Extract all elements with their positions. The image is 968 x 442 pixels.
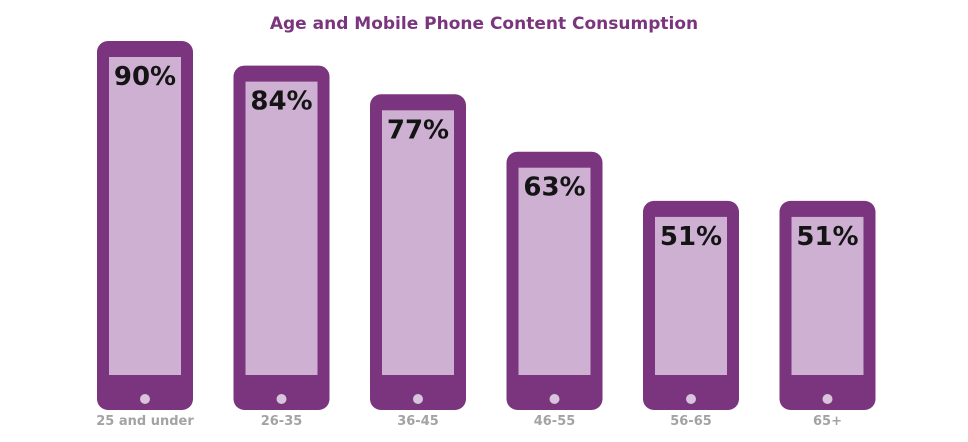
value-label: 51%: [660, 222, 722, 252]
phone-screen: [518, 167, 591, 375]
phone-screen: [245, 81, 318, 375]
value-label: 51%: [796, 222, 858, 252]
home-button: [413, 394, 423, 404]
home-button: [686, 394, 696, 404]
phone-bar: 77%: [370, 94, 466, 411]
phone-bar: 51%: [779, 200, 876, 410]
phone-bar: 63%: [506, 151, 603, 410]
value-label: 90%: [114, 62, 176, 92]
chart-title: Age and Mobile Phone Content Consumption: [269, 14, 699, 34]
phone-screen: [655, 216, 727, 375]
value-label: 77%: [387, 115, 449, 145]
category-labels: 25 and under 26-35 36-45 46-55 56-65 65+: [96, 414, 842, 429]
value-label: 63%: [523, 173, 585, 203]
home-button: [822, 394, 833, 404]
bars-layer: 90% 84% 77% 63% 51% 51%: [97, 41, 876, 411]
home-button: [276, 394, 287, 404]
category-label: 56-65: [670, 414, 712, 429]
phone-screen: [382, 110, 454, 376]
phone-bar: 90%: [97, 41, 193, 410]
home-button: [549, 394, 560, 404]
value-label: 84%: [250, 87, 312, 117]
phone-screen: [791, 216, 864, 375]
phone-bar: 84%: [233, 65, 330, 410]
home-button: [140, 394, 150, 404]
phone-bar: 51%: [643, 200, 739, 410]
phone-screen: [109, 57, 181, 375]
category-label: 26-35: [261, 414, 303, 429]
category-label: 46-55: [534, 414, 576, 429]
category-label: 36-45: [397, 414, 439, 429]
category-label: 25 and under: [96, 414, 194, 429]
category-label: 65+: [813, 414, 842, 429]
